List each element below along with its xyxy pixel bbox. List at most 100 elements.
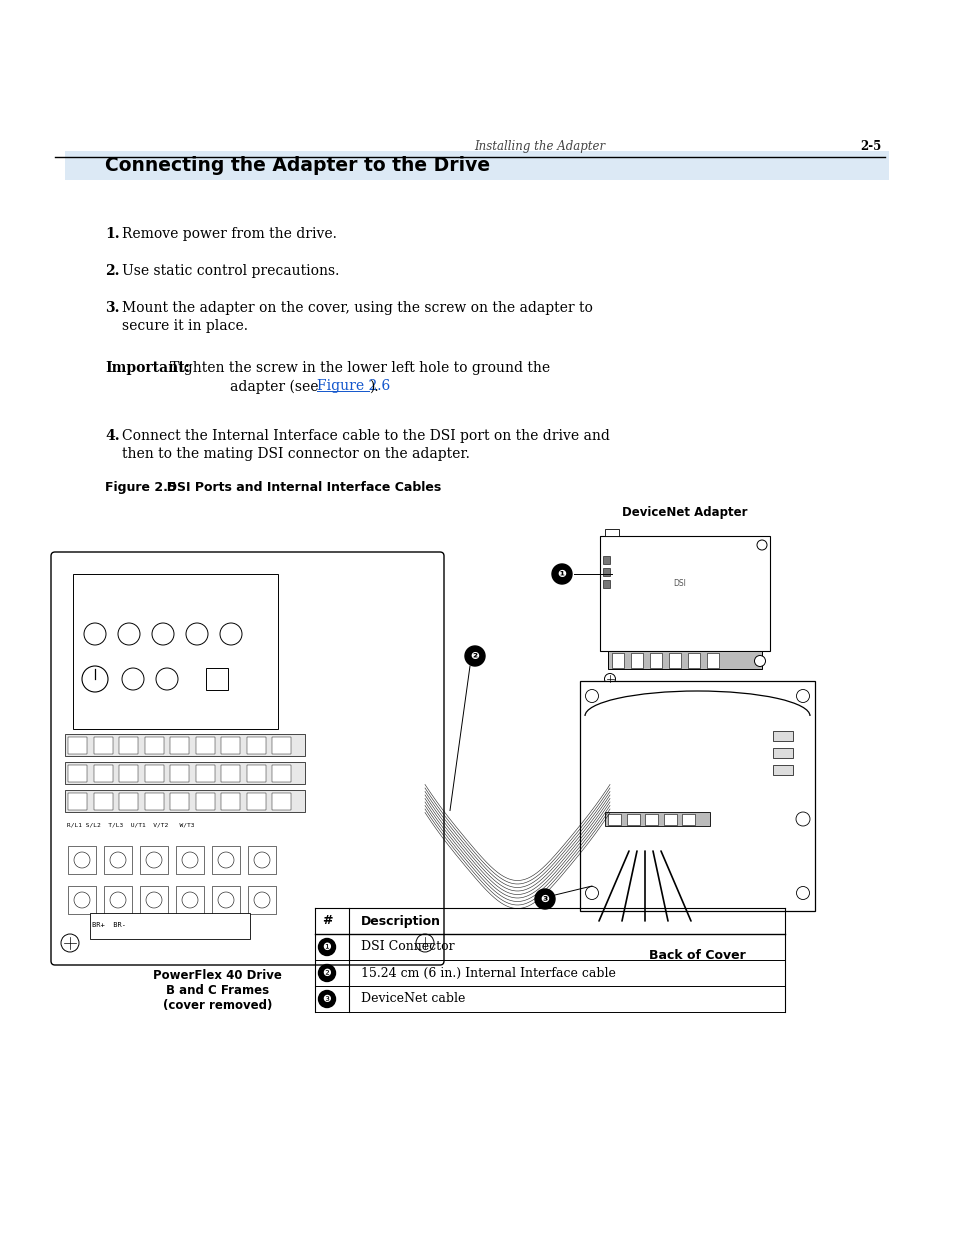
Circle shape xyxy=(585,887,598,899)
Text: secure it in place.: secure it in place. xyxy=(122,320,248,333)
Bar xyxy=(772,764,792,776)
Circle shape xyxy=(220,622,242,645)
Text: #: # xyxy=(321,914,332,927)
Bar xyxy=(195,793,214,810)
Circle shape xyxy=(110,852,126,868)
Circle shape xyxy=(218,852,233,868)
Circle shape xyxy=(757,540,766,550)
Circle shape xyxy=(74,852,90,868)
Text: PowerFlex 40 Drive
B and C Frames
(cover removed): PowerFlex 40 Drive B and C Frames (cover… xyxy=(152,969,282,1011)
Circle shape xyxy=(182,892,198,908)
Text: 3.: 3. xyxy=(105,301,119,315)
Text: 15.24 cm (6 in.) Internal Interface cable: 15.24 cm (6 in.) Internal Interface cabl… xyxy=(360,967,616,979)
Circle shape xyxy=(318,965,335,982)
Bar xyxy=(140,846,168,874)
Bar xyxy=(144,737,163,755)
Bar xyxy=(272,737,291,755)
Circle shape xyxy=(318,990,335,1008)
Bar xyxy=(170,764,189,782)
Text: Important:: Important: xyxy=(105,361,190,375)
Circle shape xyxy=(61,934,79,952)
Bar xyxy=(221,737,240,755)
Bar xyxy=(579,680,814,911)
Circle shape xyxy=(318,939,335,956)
Text: Tighten the screw in the lower left hole to ground the: Tighten the screw in the lower left hole… xyxy=(170,361,550,375)
Bar xyxy=(662,814,676,825)
Circle shape xyxy=(74,892,90,908)
Bar xyxy=(772,748,792,758)
Bar xyxy=(607,814,620,825)
Text: 2-5: 2-5 xyxy=(859,140,881,153)
Bar xyxy=(68,764,87,782)
Circle shape xyxy=(118,622,140,645)
Bar xyxy=(212,885,240,914)
Text: Use static control precautions.: Use static control precautions. xyxy=(122,264,339,278)
Text: DeviceNet cable: DeviceNet cable xyxy=(360,993,465,1005)
Bar xyxy=(706,653,719,668)
Text: ❷: ❷ xyxy=(322,968,331,978)
Bar xyxy=(272,793,291,810)
Text: Figure 2.5: Figure 2.5 xyxy=(105,480,176,494)
Bar xyxy=(170,737,189,755)
FancyBboxPatch shape xyxy=(65,151,888,180)
Bar xyxy=(119,793,138,810)
Bar xyxy=(65,790,305,811)
Text: 1.: 1. xyxy=(105,227,119,241)
Bar xyxy=(119,737,138,755)
Circle shape xyxy=(122,668,144,690)
Circle shape xyxy=(796,689,809,703)
Bar xyxy=(772,731,792,741)
Bar xyxy=(212,846,240,874)
Bar xyxy=(612,653,623,668)
Bar xyxy=(144,764,163,782)
Text: DSI Connector: DSI Connector xyxy=(360,941,455,953)
Bar xyxy=(221,793,240,810)
Circle shape xyxy=(552,564,572,584)
Bar xyxy=(221,764,240,782)
Bar xyxy=(602,556,609,564)
Text: ).: ). xyxy=(369,379,378,394)
Bar xyxy=(248,846,275,874)
Text: ❸: ❸ xyxy=(540,894,549,904)
Bar xyxy=(68,737,87,755)
Bar xyxy=(195,737,214,755)
Bar xyxy=(104,846,132,874)
Text: then to the mating DSI connector on the adapter.: then to the mating DSI connector on the … xyxy=(122,447,470,462)
Bar xyxy=(246,764,265,782)
Bar xyxy=(246,737,265,755)
Text: Figure 2.6: Figure 2.6 xyxy=(316,379,390,394)
Circle shape xyxy=(754,656,764,667)
Circle shape xyxy=(253,852,270,868)
Bar xyxy=(602,580,609,588)
Circle shape xyxy=(146,852,162,868)
Circle shape xyxy=(416,934,434,952)
Bar xyxy=(73,574,277,729)
Circle shape xyxy=(218,892,233,908)
Bar xyxy=(65,734,305,756)
Bar xyxy=(604,811,709,826)
Circle shape xyxy=(186,622,208,645)
Text: 4.: 4. xyxy=(105,429,119,443)
Bar xyxy=(93,764,112,782)
Bar xyxy=(144,793,163,810)
Text: Remove power from the drive.: Remove power from the drive. xyxy=(122,227,336,241)
Bar xyxy=(649,653,661,668)
Text: DSI Ports and Internal Interface Cables: DSI Ports and Internal Interface Cables xyxy=(158,480,441,494)
Text: BR+  BR-: BR+ BR- xyxy=(91,923,126,927)
Circle shape xyxy=(796,887,809,899)
Circle shape xyxy=(464,646,484,666)
Text: Connecting the Adapter to the Drive: Connecting the Adapter to the Drive xyxy=(105,156,490,175)
Circle shape xyxy=(146,892,162,908)
FancyBboxPatch shape xyxy=(51,552,443,965)
Bar xyxy=(626,814,639,825)
Text: Mount the adapter on the cover, using the screw on the adapter to: Mount the adapter on the cover, using th… xyxy=(122,301,592,315)
Text: Back of Cover: Back of Cover xyxy=(648,948,745,962)
Bar xyxy=(687,653,700,668)
Bar xyxy=(681,814,695,825)
Bar xyxy=(65,762,305,784)
Bar xyxy=(68,846,96,874)
Bar xyxy=(90,913,250,939)
Circle shape xyxy=(82,666,108,692)
Text: Description: Description xyxy=(360,914,440,927)
Circle shape xyxy=(182,852,198,868)
